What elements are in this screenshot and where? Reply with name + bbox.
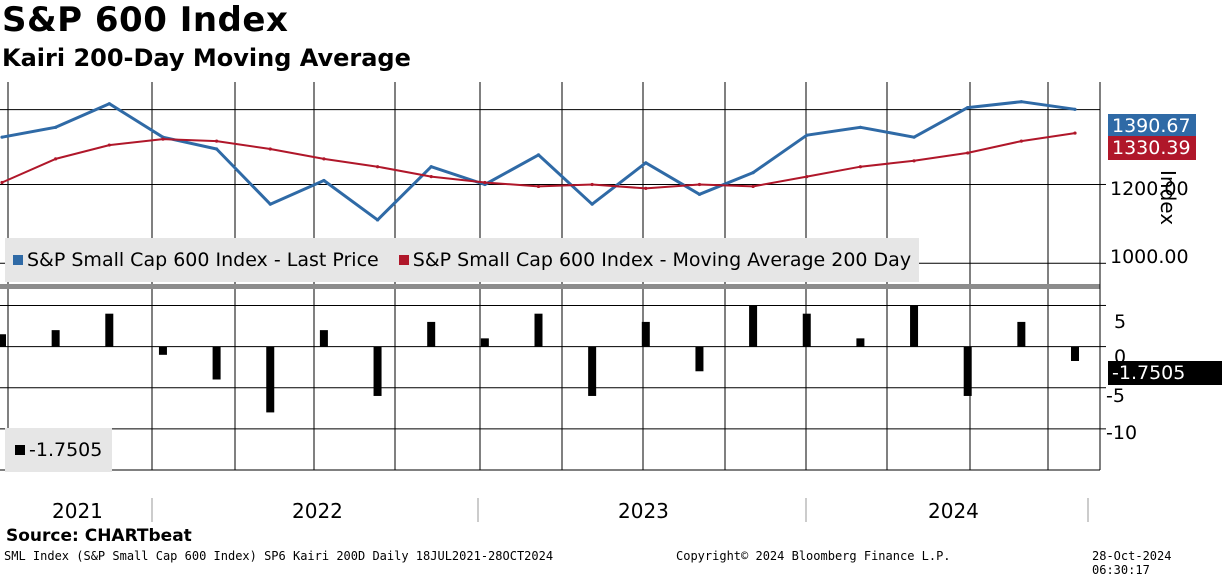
price-line-point-7 [375, 218, 380, 222]
kairi-bar-14 [749, 305, 758, 347]
kairi-last-tag: -1.7505 [1108, 361, 1222, 385]
kairi-bar-15 [802, 313, 811, 347]
kairi-legend: -1.7505 [5, 428, 113, 472]
chart-subtitle: Kairi 200-Day Moving Average [2, 44, 411, 72]
last-price-tag: 1390.67 [1108, 114, 1196, 138]
price-line-point-15 [805, 133, 809, 137]
kairi-bar-12 [641, 321, 650, 347]
price-line-point-8 [429, 165, 433, 169]
ma-line-point-4 [215, 139, 219, 143]
source-note: Source: CHARTbeat [6, 526, 192, 546]
ma-line-point-2 [107, 143, 111, 147]
price-line-point-12 [644, 161, 648, 165]
year-label-2021: 2021 [52, 499, 103, 523]
ma-line-point-7 [375, 165, 380, 169]
kairi-bar-9 [480, 338, 489, 347]
footer-copyright: Copyright© 2024 Bloomberg Finance L.P. [676, 549, 951, 563]
ma-line-point-12 [644, 186, 648, 191]
year-label-2022: 2022 [292, 499, 343, 523]
kairi-bar-11 [588, 346, 597, 396]
ma-line-point-13 [697, 182, 702, 187]
ma-line-point-5 [268, 147, 272, 151]
ma-line-point-17 [912, 159, 916, 163]
kairi-bar-2 [105, 313, 114, 347]
kairi-bar-16 [856, 338, 865, 347]
kairi-tick-5: 5 [1114, 311, 1127, 333]
ma-line-point-9 [483, 180, 487, 185]
ma-line-point-0 [0, 180, 4, 185]
price-tick-1000: 1000.00 [1110, 246, 1189, 268]
price-line-point-5 [268, 202, 272, 206]
price-line-point-2 [107, 102, 111, 106]
legend-label-kairi: -1.7505 [29, 439, 103, 461]
kairi-tick-m10: -10 [1106, 422, 1138, 444]
ma-price-tag: 1330.39 [1108, 136, 1196, 160]
legend-swatch-kairi [15, 445, 25, 455]
ma-line-point-1 [54, 157, 58, 161]
legend-swatch-ma [398, 255, 409, 265]
legend-label-price: S&P Small Cap 600 Index - Last Price [27, 249, 379, 271]
panel-divider [0, 284, 1100, 289]
price-line-point-6 [322, 178, 326, 183]
price-line-point-14 [751, 171, 755, 175]
price-line-point-20 [1073, 107, 1077, 111]
footer-series-info: SML Index (S&P Small Cap 600 Index) SP6 … [4, 549, 554, 563]
kairi-bar-19 [1017, 321, 1026, 347]
price-line-point-0 [0, 135, 4, 139]
price-line-point-16 [858, 125, 863, 129]
kairi-bar-3 [158, 346, 167, 355]
kairi-bar-6 [319, 330, 328, 347]
ma-line-point-14 [751, 184, 755, 189]
price-line-point-17 [912, 135, 916, 139]
price-line-point-19 [1019, 100, 1023, 104]
kairi-bar-7 [373, 346, 382, 396]
ma-line-point-3 [161, 137, 165, 141]
ma-line-point-20 [1073, 131, 1077, 135]
ma-line-point-19 [1019, 139, 1023, 143]
kairi-bar-20 [1071, 346, 1079, 361]
ma-line-point-6 [322, 157, 326, 161]
ma-line-point-15 [805, 174, 809, 179]
price-line-point-1 [54, 125, 58, 129]
price-legend: S&P Small Cap 600 Index - Last Price S&P… [5, 238, 920, 282]
ma-line-point-8 [429, 174, 433, 179]
footer-timestamp: 28-Oct-2024 06:30:17 [1092, 549, 1172, 577]
price-line-point-4 [215, 147, 219, 151]
year-label-2023: 2023 [618, 499, 669, 523]
ma-line-point-10 [536, 184, 541, 189]
kairi-bar-18 [963, 346, 972, 396]
kairi-bar-17 [910, 305, 919, 347]
chart-title: S&P 600 Index [2, 0, 289, 40]
kairi-bar-8 [427, 321, 436, 347]
price-tick-1200: 1200.00 [1110, 178, 1189, 200]
kairi-bar-10 [534, 313, 543, 347]
kairi-bar-0 [0, 334, 6, 347]
kairi-bar-1 [51, 330, 60, 347]
kairi-bar-5 [266, 346, 275, 413]
legend-swatch-price [13, 255, 23, 265]
kairi-bar-13 [695, 346, 704, 372]
year-label-2024: 2024 [928, 499, 979, 523]
ma-line-point-16 [858, 165, 863, 169]
price-line-point-11 [590, 202, 594, 206]
ma-line-point-11 [590, 182, 594, 187]
price-line-point-18 [966, 106, 970, 110]
legend-label-ma: S&P Small Cap 600 Index - Moving Average… [412, 249, 912, 271]
ma-line-point-18 [966, 151, 970, 155]
price-line-point-13 [697, 192, 702, 196]
price-line-point-10 [536, 153, 541, 157]
kairi-tick-m5: -5 [1106, 385, 1125, 407]
kairi-bar-4 [212, 346, 221, 380]
